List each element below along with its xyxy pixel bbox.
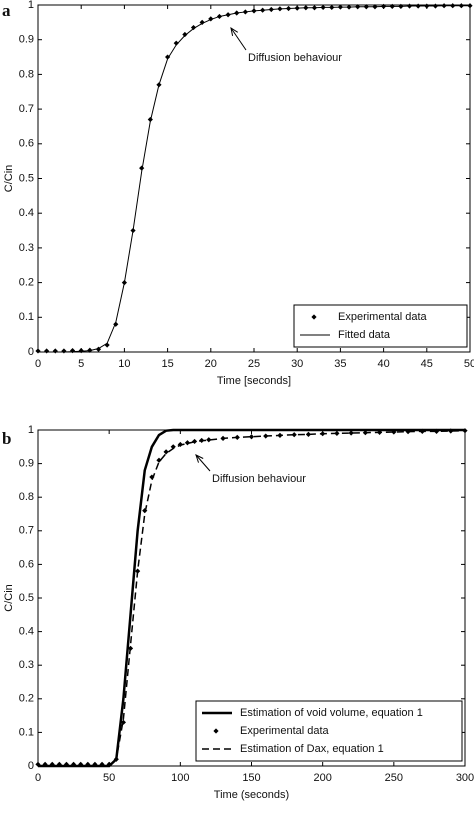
marker: [184, 440, 191, 446]
arrow-head: [230, 26, 238, 36]
marker: [291, 432, 297, 438]
marker: [52, 348, 58, 354]
marker: [391, 429, 397, 435]
x-axis-label: Time [seconds]: [217, 375, 291, 387]
y-tick-label: 0.3: [19, 659, 34, 671]
x-tick-label: 35: [334, 358, 346, 370]
marker: [348, 430, 354, 436]
panel-label: b: [2, 429, 11, 448]
marker: [85, 761, 91, 767]
legend-box: [293, 304, 468, 348]
marker: [170, 444, 176, 450]
x-tick-label: 30: [291, 358, 303, 370]
y-tick-label: 0: [28, 346, 34, 358]
x-tick-label: 5: [78, 358, 84, 370]
y-tick-label: 0.8: [19, 68, 34, 80]
x-tick-label: 150: [242, 772, 260, 784]
y-tick-label: 0.1: [19, 726, 34, 738]
y-tick-label: 0.3: [19, 242, 34, 254]
y-tick-label: 0.9: [19, 34, 34, 46]
marker: [156, 457, 162, 463]
annotation: Diffusion behaviour: [248, 52, 342, 64]
y-tick-label: 0.5: [19, 172, 34, 184]
x-tick-label: 0: [35, 358, 41, 370]
annotation-arrow: [230, 27, 247, 51]
y-tick-label: 0.4: [19, 626, 34, 638]
marker: [113, 321, 119, 327]
y-tick-label: 0.7: [19, 103, 34, 115]
marker: [182, 31, 188, 38]
marker: [206, 437, 212, 443]
x-tick-label: 0: [35, 772, 41, 784]
x-tick-label: 50: [464, 358, 474, 370]
legend-label: Experimental data: [240, 725, 330, 737]
marker: [35, 348, 41, 354]
panel-label: a: [2, 1, 11, 20]
x-tick-label: 20: [205, 358, 217, 370]
y-tick-label: 0: [28, 760, 34, 772]
y-tick-label: 0.6: [19, 138, 34, 150]
x-tick-label: 25: [248, 358, 260, 370]
x-tick-label: 50: [103, 772, 115, 784]
marker: [173, 40, 179, 46]
y-tick-label: 1: [28, 424, 34, 436]
y-tick-label: 0.8: [19, 491, 34, 503]
marker: [190, 24, 197, 31]
y-tick-label: 0.7: [19, 525, 34, 537]
y-tick-label: 0.5: [19, 592, 34, 604]
legend-marker: [311, 314, 317, 320]
marker: [56, 761, 62, 767]
arrow-head: [195, 454, 204, 463]
y-tick-label: 0.6: [19, 558, 34, 570]
x-tick-label: 40: [377, 358, 389, 370]
legend-label: Estimation of void volume, equation 1: [240, 707, 423, 719]
annotation-arrow: [195, 454, 211, 472]
y-tick-label: 0.2: [19, 693, 34, 705]
marker: [61, 348, 67, 354]
marker: [165, 54, 171, 60]
legend-label: Estimation of Dax, equation 1: [240, 743, 384, 755]
marker: [120, 719, 126, 725]
y-tick-label: 0.2: [19, 277, 34, 289]
x-tick-label: 250: [385, 772, 403, 784]
marker: [44, 348, 50, 354]
x-tick-label: 10: [118, 358, 130, 370]
x-axis-label: Time (seconds): [214, 789, 289, 801]
marker: [99, 761, 105, 767]
marker: [305, 431, 312, 437]
x-tick-label: 200: [313, 772, 331, 784]
series-line: [38, 429, 466, 767]
y-tick-label: 0.9: [19, 458, 34, 470]
y-tick-label: 0.1: [19, 311, 34, 323]
marker: [92, 761, 98, 767]
series-line: [38, 5, 470, 353]
annotation: Diffusion behaviour: [212, 473, 306, 485]
legend-marker: [213, 728, 219, 734]
x-tick-label: 300: [456, 772, 474, 784]
x-tick-label: 45: [421, 358, 433, 370]
marker: [63, 761, 70, 767]
marker: [163, 449, 169, 455]
x-tick-label: 100: [171, 772, 189, 784]
y-axis-label: C/Cin: [3, 165, 15, 193]
marker: [78, 348, 84, 354]
y-tick-label: 0.4: [19, 207, 34, 219]
y-axis-label: C/Cin: [3, 584, 15, 612]
legend-box: [195, 700, 463, 762]
marker: [448, 428, 454, 434]
marker: [208, 16, 214, 22]
marker: [199, 19, 205, 25]
y-tick-label: 1: [28, 0, 34, 11]
legend-label: Fitted data: [338, 329, 391, 341]
x-tick-label: 15: [161, 358, 173, 370]
marker: [149, 474, 155, 480]
legend-label: Experimental data: [338, 311, 428, 323]
marker: [248, 434, 255, 440]
